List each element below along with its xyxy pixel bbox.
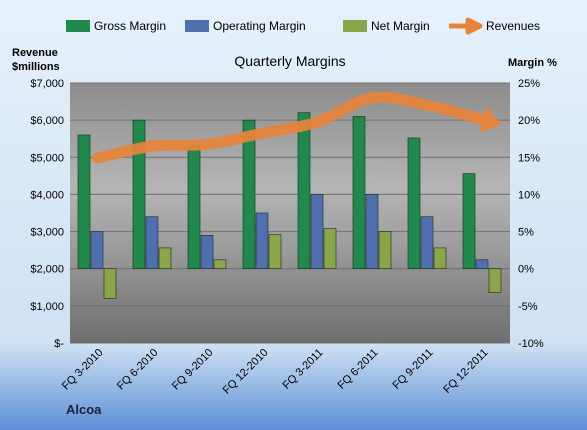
legend-swatch-gross [66,20,90,32]
right-tick-label: 15% [518,152,540,164]
gross-margin-bar [407,137,421,270]
right-tick-label: 10% [518,189,540,201]
left-tick-label: $2,000 [30,264,64,276]
right-tick-label: 20% [518,115,540,127]
left-tick-label: $- [54,338,64,350]
revenue-line-arrowhead [479,105,502,133]
gross-margin-bar [242,119,256,270]
gross-margin-bar [187,145,201,270]
operating-margin-bar [255,212,269,270]
company-label: Alcoa [66,402,102,417]
left-tick-label: $6,000 [30,115,64,127]
net-margin-bar [158,247,172,270]
operating-margin-bar [310,194,324,270]
legend-swatch-revenues [449,17,483,35]
right-axis-title: Margin % [508,57,557,69]
gross-margin-bar [77,134,91,270]
left-tick-label: $1,000 [30,301,64,313]
bars [77,112,502,299]
right-tick-label: 25% [518,78,540,90]
legend-label-gross: Gross Margin [94,19,166,33]
legend-swatch-net [343,20,367,32]
net-margin-bar [378,231,392,270]
operating-margin-bar [420,216,434,270]
operating-margin-bar [475,259,489,270]
left-tick-label: $4,000 [30,189,64,201]
operating-margin-bar [365,194,379,270]
right-tick-label: -5% [518,301,538,313]
legend-label-net: Net Margin [371,19,430,33]
right-tick-label: 5% [518,227,534,239]
right-tick-label: -10% [518,338,544,350]
gross-margin-bar [352,116,366,270]
right-tick-label: 0% [518,264,534,276]
chart-title: Quarterly Margins [234,53,345,69]
operating-margin-bar [90,231,104,270]
legend: Gross Margin Operating Margin Net Margin… [66,17,540,35]
net-margin-bar [488,268,502,293]
net-margin-bar [433,247,447,270]
legend-swatch-operating [185,20,209,32]
revenue-line-path [92,91,488,164]
left-tick-label: $5,000 [30,152,64,164]
gross-margin-bar [297,112,311,270]
net-margin-bar [213,259,227,270]
left-axis-title-line2: $millions [12,61,60,73]
net-margin-bar [103,268,117,299]
left-axis-ticks: $- $1,000 $2,000 $3,000 $4,000 $5,000 $6,000 $7… [30,78,64,350]
net-margin-bar [323,228,337,270]
right-axis-ticks: -10% -5% 0% 5% 10% 15% 20% 25% [518,78,544,350]
net-margin-bar [268,234,282,270]
legend-label-operating: Operating Margin [213,19,306,33]
left-axis-title-line1: Revenue [12,47,58,59]
gross-margin-bar [132,119,146,270]
legend-label-revenues: Revenues [486,19,540,33]
left-tick-label: $7,000 [30,78,64,90]
left-tick-label: $3,000 [30,227,64,239]
gross-margin-bar [462,173,476,270]
operating-margin-bar [145,216,159,270]
revenue-line [92,91,502,164]
operating-margin-bar [200,234,214,270]
